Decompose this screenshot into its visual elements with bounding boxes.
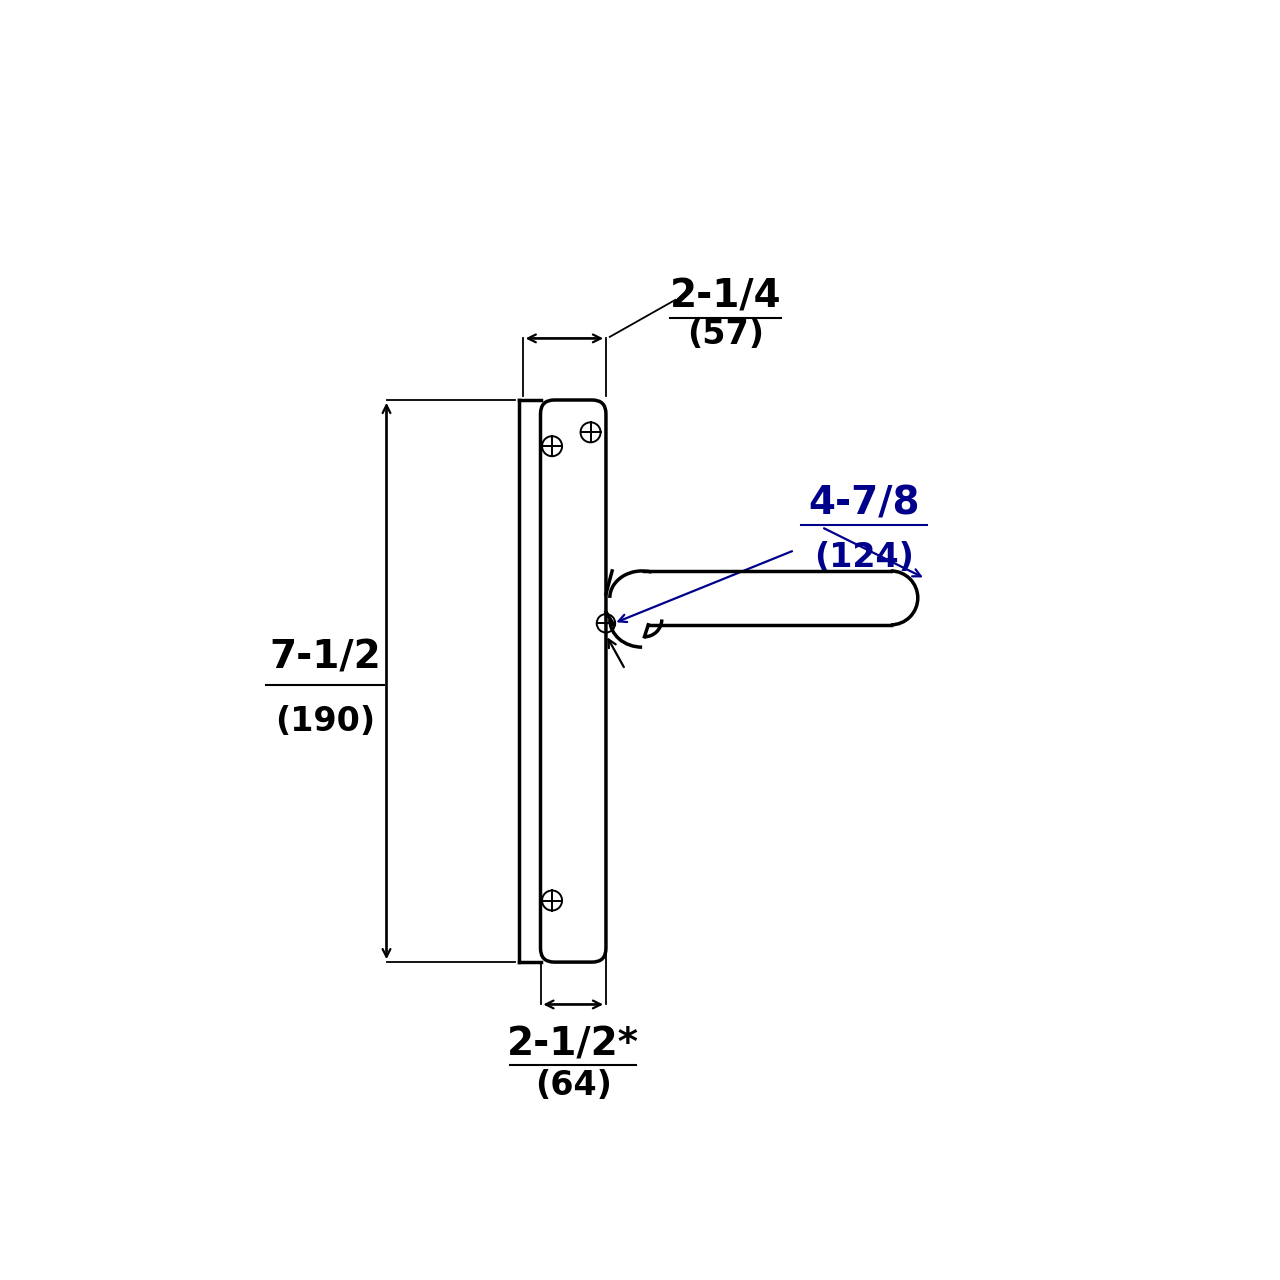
Text: 7-1/2: 7-1/2 <box>269 639 380 677</box>
Text: 4-7/8: 4-7/8 <box>808 485 919 524</box>
FancyBboxPatch shape <box>540 399 605 963</box>
Text: 2-1/4: 2-1/4 <box>669 276 781 315</box>
Text: (190): (190) <box>275 704 375 737</box>
Text: 2-1/2*: 2-1/2* <box>507 1025 639 1064</box>
Text: (64): (64) <box>535 1069 612 1102</box>
Text: (57): (57) <box>687 317 764 351</box>
Text: (124): (124) <box>814 541 914 575</box>
